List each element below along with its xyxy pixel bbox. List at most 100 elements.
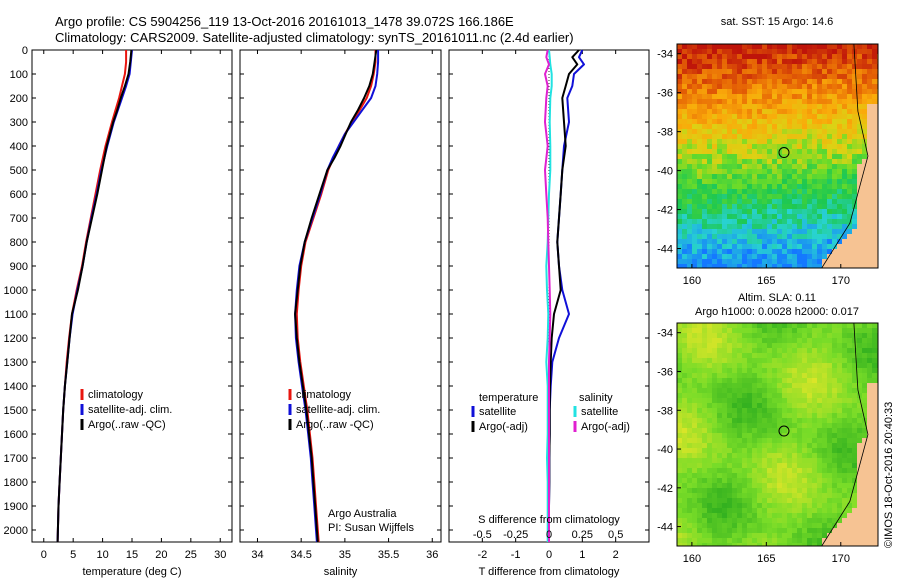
- legend-heading: temperature: [479, 392, 538, 404]
- depth-tick-label: 1700: [4, 453, 28, 465]
- annotation-line: PI: Susan Wijffels: [328, 522, 414, 534]
- map-frame: [676, 43, 879, 269]
- x-tick-label: 25: [185, 549, 197, 561]
- x-tick-label: 0: [41, 549, 47, 561]
- x-tick-label: -2: [477, 549, 487, 561]
- x-tick-label: 2: [613, 549, 619, 561]
- coastline: [821, 43, 869, 269]
- map-y-tick-label: -44: [657, 522, 673, 534]
- depth-tick-label: 1400: [4, 381, 28, 393]
- map-y-tick-label: -42: [657, 205, 673, 217]
- map-x-tick-label: 170: [832, 553, 850, 565]
- map-x-tick-label: 165: [757, 275, 775, 287]
- x-tick-label: -1: [511, 549, 521, 561]
- map-y-tick-label: -38: [657, 405, 673, 417]
- map-y-tick-label: -44: [657, 244, 673, 256]
- series-line-2: [56, 49, 133, 543]
- figure-title-line-2: Climatology: CARS2009. Satellite-adjuste…: [55, 30, 574, 45]
- depth-tick-label: 1200: [4, 333, 28, 345]
- inner-tick-label: -0.5: [473, 529, 492, 541]
- argo-position-marker: [778, 425, 790, 437]
- legend-label: satellite: [581, 406, 618, 418]
- map-x-tick-label: 170: [832, 275, 850, 287]
- map-x-tick-label: 160: [683, 275, 701, 287]
- depth-tick-label: 1000: [4, 285, 28, 297]
- x-tick-label: 20: [155, 549, 167, 561]
- coastline: [821, 322, 869, 547]
- x-tick-label: 35.5: [378, 549, 399, 561]
- map-y-tick-label: -40: [657, 444, 673, 456]
- inner-tick-label: 0: [546, 529, 552, 541]
- depth-tick-label: 600: [10, 189, 28, 201]
- depth-tick-label: 1800: [4, 477, 28, 489]
- depth-tick-label: 300: [10, 117, 28, 129]
- legend-label: Argo(..raw -QC): [88, 419, 166, 431]
- legend-label: satellite-adj. clim.: [296, 404, 380, 416]
- depth-tick-label: 2000: [4, 525, 28, 537]
- x-axis-label: salinity: [324, 566, 358, 578]
- legend-label: climatology: [88, 389, 144, 401]
- depth-tick-label: 100: [10, 69, 28, 81]
- depth-tick-label: 1300: [4, 357, 28, 369]
- map-title: sat. SST: 15 Argo: 14.6: [721, 16, 834, 28]
- annotation-line: Argo Australia: [328, 508, 397, 520]
- x-tick-label: 36: [426, 549, 438, 561]
- depth-tick-label: 500: [10, 165, 28, 177]
- temperature-panel: 0100200300400500600700800900100011001200…: [4, 45, 233, 578]
- salinity-panel: 34 34.5 35 35.5 36 salinity climatology satelli…: [239, 49, 442, 578]
- x-tick-label: 30: [214, 549, 226, 561]
- map-y-tick-label: -36: [657, 366, 673, 378]
- x-tick-label: 15: [126, 549, 138, 561]
- depth-tick-label: 1900: [4, 501, 28, 513]
- sla-map-panel: 160 165 170 -34 -36 -38 -40 -42 -44 Altim. SLA: 0…: [657, 292, 879, 565]
- legend-label: satellite: [479, 406, 516, 418]
- series-line-2: [294, 49, 378, 543]
- depth-tick-label: 700: [10, 213, 28, 225]
- plot-frame: [31, 49, 233, 543]
- depth-tick-label: 200: [10, 93, 28, 105]
- x-tick-label: 34: [251, 549, 263, 561]
- inner-tick-label: 0.25: [572, 529, 593, 541]
- x-tick-label: 0: [546, 549, 552, 561]
- map-title-line-2: Argo h1000: 0.0028 h2000: 0.017: [695, 306, 859, 318]
- map-frame: [676, 322, 879, 547]
- map-y-tick-label: -40: [657, 166, 673, 178]
- x-axis-label: temperature (deg C): [82, 566, 181, 578]
- map-y-tick-label: -34: [657, 328, 673, 340]
- argo-position-marker: [778, 147, 790, 159]
- x-tick-label: 5: [70, 549, 76, 561]
- x-tick-label: 35: [339, 549, 351, 561]
- figure-title-line-1: Argo profile: CS 5904256_119 13-Oct-2016…: [55, 14, 514, 29]
- x-axis-label: T difference from climatology: [479, 566, 620, 578]
- map-title-line-1: Altim. SLA: 0.11: [738, 292, 816, 304]
- sst-map-panel: 160 165 170 -34 -36 -38 -40 -42 -44 sat. SST: 15 …: [657, 16, 879, 287]
- inner-tick-label: 0.5: [608, 529, 623, 541]
- map-y-tick-label: -38: [657, 127, 673, 139]
- legend-heading: salinity: [579, 392, 613, 404]
- map-cells: [677, 44, 878, 268]
- map-y-tick-label: -34: [657, 49, 673, 61]
- legend-label: Argo(-adj): [581, 421, 630, 433]
- depth-tick-label: 900: [10, 261, 28, 273]
- depth-tick-label: 800: [10, 237, 28, 249]
- map-x-tick-label: 165: [757, 553, 775, 565]
- x-tick-label: 1: [579, 549, 585, 561]
- series-line-3: [544, 49, 552, 542]
- copyright-side-label: ©IMOS 18-Oct-2016 20:40:33: [883, 402, 895, 548]
- map-y-tick-label: -42: [657, 483, 673, 495]
- depth-tick-label: 1100: [4, 309, 28, 321]
- legend-label: satellite-adj. clim.: [88, 404, 172, 416]
- x-tick-label: 10: [96, 549, 108, 561]
- legend-label: climatology: [296, 389, 352, 401]
- map-y-tick-label: -36: [657, 88, 673, 100]
- depth-tick-label: 400: [10, 141, 28, 153]
- legend-label: Argo(-adj): [479, 421, 528, 433]
- depth-tick-label: 0: [22, 45, 28, 57]
- plot-frame: [239, 49, 442, 543]
- inner-tick-label: -0.25: [503, 529, 528, 541]
- inner-axis-label: S difference from climatology: [478, 514, 620, 526]
- difference-panel: -2 -1 0 1 2 T difference from climatology temp…: [448, 49, 650, 578]
- depth-tick-label: 1500: [4, 405, 28, 417]
- series-line-2: [545, 49, 553, 542]
